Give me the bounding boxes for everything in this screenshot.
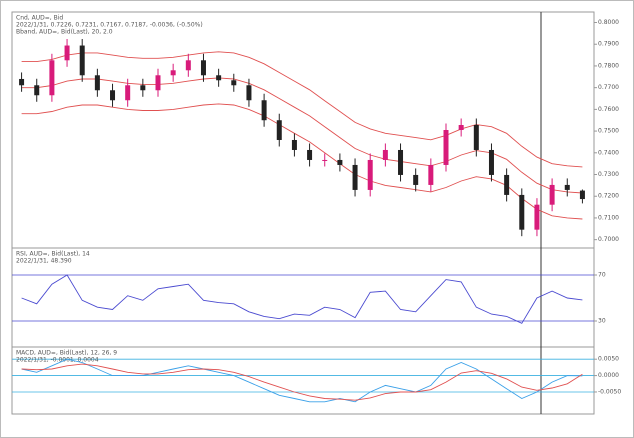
- candle-body: [34, 85, 40, 96]
- series-line: [21, 103, 583, 220]
- candle-body: [291, 139, 297, 150]
- candle-body: [19, 78, 25, 86]
- candle-body: [110, 90, 116, 101]
- y-tick-label: 0.7300: [598, 171, 619, 178]
- series-line: [21, 51, 583, 168]
- candle-body: [261, 100, 267, 121]
- series-line: [21, 274, 583, 324]
- candle-body: [276, 120, 282, 140]
- candle-body: [534, 204, 540, 230]
- y-tick-label: 0.7400: [598, 149, 619, 156]
- candle-body: [94, 75, 100, 91]
- panel-header: MACD, AUD=, Bid(Last), 12, 26, 9: [16, 350, 117, 357]
- y-tick-label: 0.8000: [598, 19, 619, 26]
- y-tick-label: 0.7200: [598, 193, 619, 200]
- candle-body: [155, 75, 161, 91]
- candle-body: [382, 149, 388, 160]
- candle-body: [170, 70, 176, 76]
- candle-body: [579, 190, 585, 200]
- candle-body: [519, 194, 525, 230]
- candle-body: [352, 164, 358, 190]
- candle-body: [413, 174, 419, 185]
- panel-header: RSI, AUD=, Bid(Last), 14: [16, 251, 90, 258]
- candle-body: [79, 45, 85, 76]
- series-line: [21, 358, 583, 403]
- candle-body: [367, 159, 373, 190]
- y-tick-label: 70: [598, 272, 606, 279]
- candle-body: [200, 60, 206, 76]
- candle-body: [246, 85, 252, 101]
- candle-body: [49, 60, 55, 96]
- plot-frame: [11, 11, 595, 415]
- panel-header: 2022/1/31, 0.7226, 0.7231, 0.7167, 0.718…: [16, 22, 203, 29]
- panel-header: 2022/1/31, -0.0001, 0.0004: [16, 357, 99, 364]
- candle-body: [337, 159, 343, 165]
- y-tick-label: 0.7700: [598, 84, 619, 91]
- panel-header: 2022/1/31, 48.390: [16, 258, 72, 265]
- series-line: [21, 77, 583, 194]
- candle-body: [473, 125, 479, 150]
- y-tick-label: -0.0050: [598, 388, 621, 395]
- candle-body: [504, 174, 510, 195]
- candle-body: [458, 125, 464, 130]
- candle-body: [564, 184, 570, 190]
- y-tick-label: 0.7500: [598, 128, 619, 135]
- y-tick-label: 0.7900: [598, 41, 619, 48]
- candle-body: [231, 80, 237, 86]
- candle-body: [443, 130, 449, 165]
- panel-header: Cnd, AUD=, Bid: [16, 15, 63, 22]
- candle-body: [549, 184, 555, 205]
- candle-body: [398, 149, 404, 175]
- y-tick-label: 0.0050: [598, 356, 619, 363]
- y-tick-label: 0.7000: [598, 236, 619, 243]
- candle-body: [428, 164, 434, 185]
- y-tick-label: 0.7800: [598, 62, 619, 69]
- candle-body: [125, 85, 131, 101]
- candle-body: [322, 159, 328, 161]
- y-tick-label: 0.7100: [598, 214, 619, 221]
- y-tick-label: 30: [598, 318, 606, 325]
- candle-body: [307, 149, 313, 160]
- candle-body: [64, 45, 70, 61]
- panel-header: Bband, AUD=, Bid(Last), 20, 2.0: [16, 29, 113, 36]
- candle-body: [140, 85, 146, 91]
- candle-body: [216, 75, 222, 81]
- candle-body: [488, 149, 494, 175]
- candle-body: [185, 60, 191, 71]
- series-line: [21, 363, 583, 401]
- y-tick-label: 0.0000: [598, 372, 619, 379]
- y-tick-label: 0.7600: [598, 106, 619, 113]
